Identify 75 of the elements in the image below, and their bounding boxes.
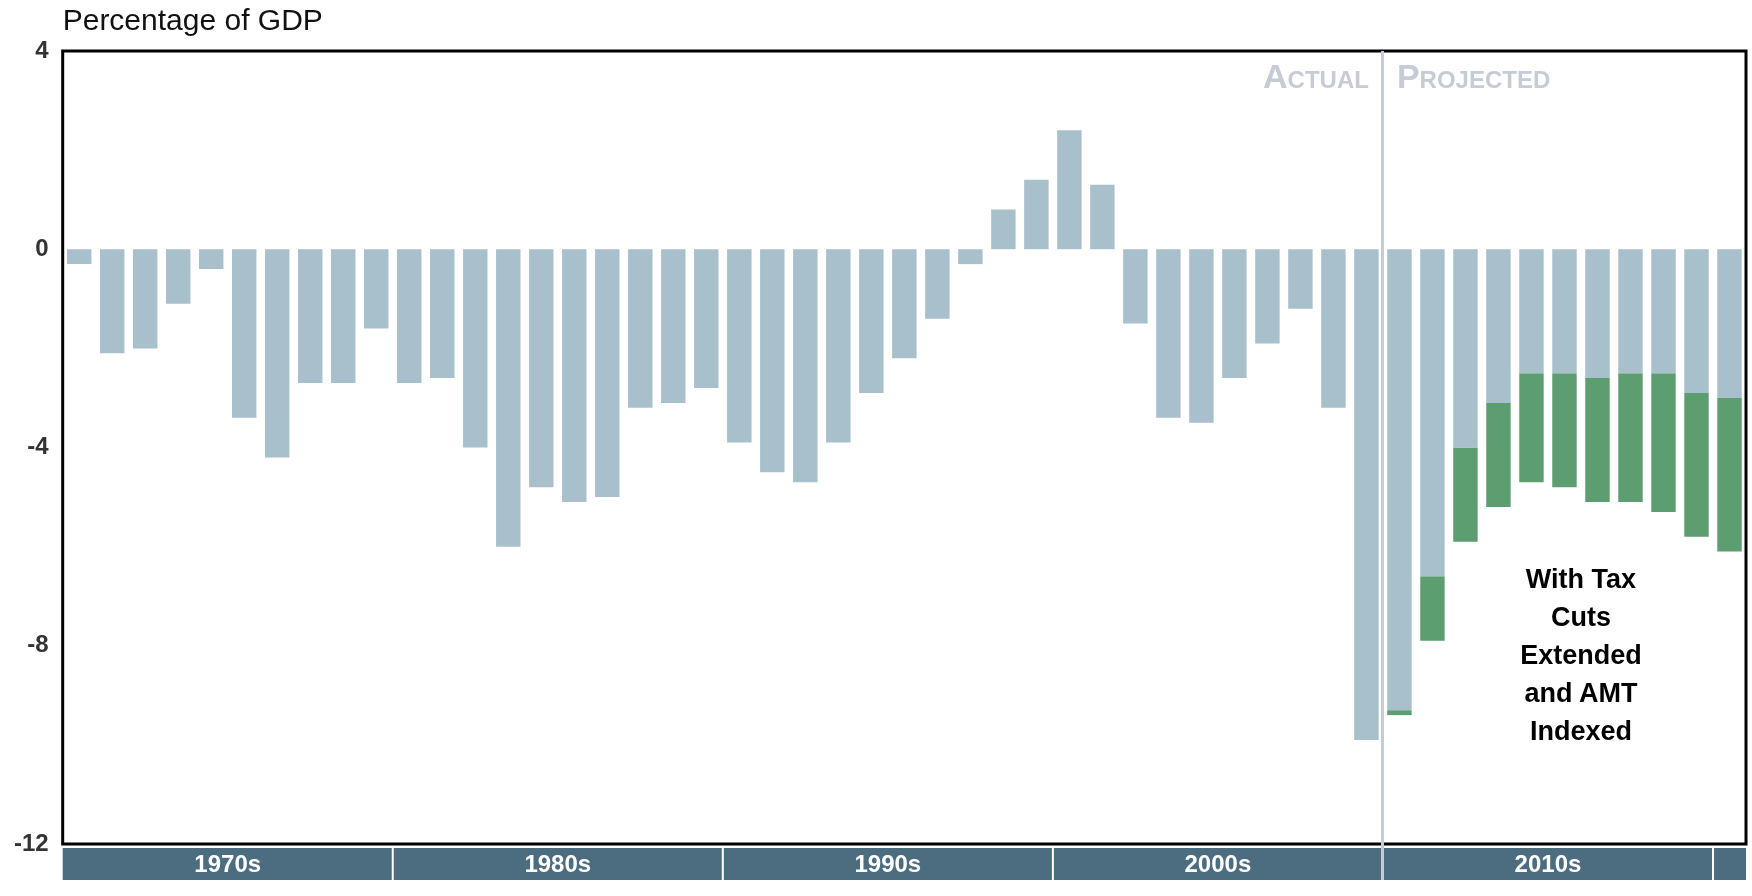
x-tick-label: 1970s [194,849,262,877]
bar [496,249,521,547]
bar [1057,130,1082,250]
bar [265,249,290,458]
bar [1288,249,1313,309]
y-tick-label: -8 [27,630,49,658]
x-tick-label: 1990s [854,849,922,877]
bar [1552,249,1577,374]
y-axis-title: Percentage of GDP [62,3,323,37]
bar [925,249,950,319]
bar [1387,249,1412,711]
bar [628,249,653,408]
bar [1453,249,1478,448]
bar [331,249,356,384]
bar [859,249,884,393]
bar [1651,249,1676,374]
bar [99,249,125,354]
bar [529,249,554,488]
bar [430,249,455,379]
bar [1717,249,1742,398]
y-tick-label: -12 [14,828,49,856]
bar [1420,576,1445,641]
bar [958,249,983,265]
bar [232,249,257,418]
bar [1519,373,1544,483]
bar [66,249,92,265]
bar [727,249,752,443]
bar [132,249,158,349]
bar [1387,710,1412,716]
bar [1453,447,1478,542]
y-tick-label: 0 [35,233,49,261]
bar [364,249,389,329]
bar [1321,249,1346,408]
bar [463,249,488,448]
bar [793,249,818,483]
bar [1585,378,1610,503]
bar [1486,402,1511,507]
bar [1189,249,1214,423]
bar [166,249,191,304]
bar [1651,373,1676,512]
y-tick-label: -4 [27,432,50,460]
bar [1552,373,1577,488]
bar [1618,249,1643,374]
bar [562,249,587,503]
bar [397,249,422,384]
x-tick-label: 1980s [524,849,592,877]
bar [1486,249,1511,403]
bar [1684,392,1709,537]
bar [1255,249,1280,344]
bar [1519,249,1544,374]
bar [826,249,851,443]
bar [1156,249,1181,418]
bar [1024,179,1049,250]
bar [298,249,323,384]
bar [1585,249,1610,379]
bar [1222,249,1247,379]
bar [1618,373,1643,503]
bar [1123,249,1148,324]
y-tick-label: 4 [35,35,50,63]
bar [199,249,224,270]
annotation: Projected [1396,57,1551,96]
bar [694,249,719,389]
bar [661,249,686,403]
bar [892,249,917,359]
bar [595,249,620,498]
x-tick-label: 2010s [1514,849,1582,877]
bar [1420,249,1445,577]
bar [1684,249,1709,393]
x-tick-label: 2000s [1184,849,1252,877]
bar [760,249,785,473]
series-label: With Tax Cuts Extended and AMT Indexed [1520,563,1642,746]
bar [991,209,1016,250]
bar [1090,184,1115,250]
bar [1717,397,1742,552]
annotation: Actual [1263,57,1369,96]
